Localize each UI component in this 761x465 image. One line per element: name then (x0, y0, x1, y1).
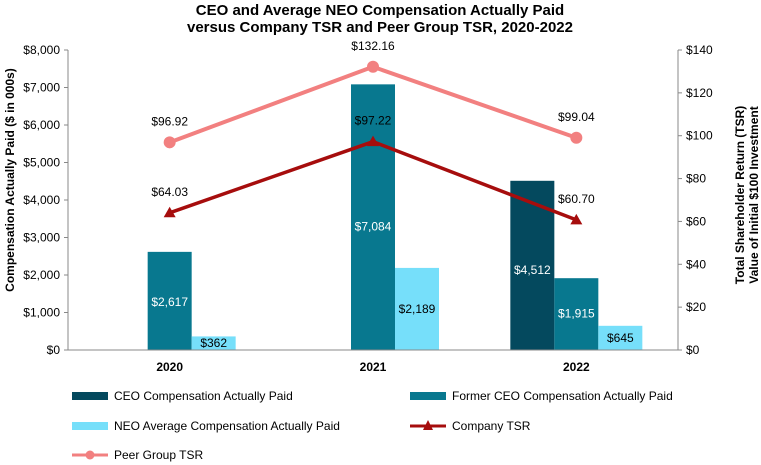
left-axis-tick-label: $1,000 (23, 306, 60, 320)
legend-item: Peer Group TSR (72, 448, 203, 462)
bar (598, 325, 643, 350)
bar (351, 84, 395, 350)
line-point-marker (367, 60, 379, 73)
legend-marker (423, 420, 433, 430)
line-point-marker (570, 131, 583, 144)
bar (554, 278, 599, 350)
bar-data-label: $4,512 (514, 263, 551, 277)
legend-swatch (72, 422, 108, 430)
category-tick-label: 2021 (360, 360, 387, 374)
left-axis-tick-label: $6,000 (23, 118, 60, 132)
bar-data-label: $2,189 (399, 302, 436, 316)
left-axis-title: Compensation Actually Paid ($ in 000s) (3, 68, 17, 292)
chart-title-line-1: CEO and Average NEO Compensation Actuall… (196, 2, 564, 19)
left-axis-tick-label: $5,000 (23, 156, 60, 170)
line-data-label: $60.70 (558, 192, 595, 206)
legend-item: Company TSR (410, 419, 531, 433)
left-axis-tick-label: $7,000 (23, 81, 60, 95)
legend-swatch (410, 392, 446, 400)
right-axis-tick-label: $120 (686, 86, 713, 100)
line-data-label: $99.04 (558, 110, 595, 124)
bar (191, 336, 236, 350)
right-axis-tick-label: $100 (686, 129, 713, 143)
bar-data-label: $2,617 (151, 295, 188, 309)
bar-data-label: $645 (607, 331, 634, 345)
left-y-axis: $0 $1,000 $2,000 $3,000 $4,000 $5,000 $6,000 $7… (23, 43, 69, 357)
line-data-label: $132.16 (351, 39, 395, 53)
left-axis-tick-label: $3,000 (23, 231, 60, 245)
category-tick-label: 2020 (156, 360, 183, 374)
right-axis-tick-label: $140 (686, 43, 713, 57)
legend-label: Company TSR (452, 419, 531, 433)
right-axis-title-line-1: Total Shareholder Return (TSR) (733, 106, 747, 284)
right-axis-title-line-2: Value of Initial $100 Investment (747, 106, 761, 283)
category-axis: 2020 2021 2022 (68, 349, 678, 374)
line-point-marker (163, 206, 176, 218)
line-point-marker (367, 135, 379, 147)
legend-label: CEO Compensation Actually Paid (114, 389, 293, 403)
line-point-marker (163, 136, 176, 149)
left-axis-tick-label: $8,000 (23, 43, 60, 57)
line-data-label: $97.22 (355, 114, 392, 128)
legend-label: Peer Group TSR (114, 448, 203, 462)
bar-series-group: $4,512 $2,617 $7,084 $1,915 $362 $2,189 $645 (147, 84, 643, 350)
legend-marker (85, 450, 95, 460)
line-data-label: $96.92 (151, 114, 188, 128)
legend-swatch (72, 392, 108, 400)
legend-label: Former CEO Compensation Actually Paid (452, 389, 673, 403)
bar-data-label: $7,084 (355, 219, 392, 233)
line-series-group: $96.92 $132.16 $99.04 $64.03 $97.22 $60.70 (151, 39, 595, 225)
bar-data-label: $362 (200, 336, 227, 350)
right-axis-tick-label: $20 (686, 300, 706, 314)
right-axis-tick-label: $80 (686, 172, 706, 186)
category-tick-label: 2022 (563, 360, 590, 374)
chart-title: CEO and Average NEO Compensation Actuall… (187, 2, 573, 36)
left-axis-tick-label: $0 (47, 343, 61, 357)
left-axis-tick-label: $4,000 (23, 193, 60, 207)
right-y-axis: $0 $20 $40 $60 $80 $100 $120 $140 (677, 43, 713, 357)
chart-title-line-2: versus Company TSR and Peer Group TSR, 2… (187, 19, 573, 36)
legend-item: CEO Compensation Actually Paid (72, 389, 293, 403)
chart-legend: CEO Compensation Actually Paid Former CEO… (72, 389, 673, 462)
right-axis-title: Total Shareholder Return (TSR) Value of … (733, 106, 761, 284)
line-point-marker (570, 213, 583, 225)
legend-item: Former CEO Compensation Actually Paid (410, 389, 673, 403)
left-axis-tick-label: $2,000 (23, 268, 60, 282)
bar (147, 251, 192, 350)
legend-item: NEO Average Compensation Actually Paid (72, 419, 340, 433)
right-axis-tick-label: $40 (686, 257, 706, 271)
bar (395, 267, 439, 350)
line-data-label: $64.03 (151, 185, 188, 199)
right-axis-tick-label: $60 (686, 214, 706, 228)
legend-label: NEO Average Compensation Actually Paid (114, 419, 340, 433)
right-axis-tick-label: $0 (686, 343, 700, 357)
bar-data-label: $1,915 (558, 307, 595, 321)
